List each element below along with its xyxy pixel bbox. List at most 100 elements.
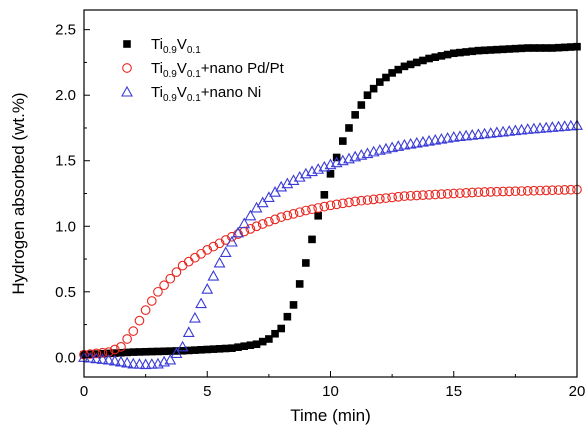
- data-point: [559, 185, 570, 195]
- data-point: [456, 48, 464, 57]
- data-point: [308, 235, 316, 244]
- data-point: [460, 129, 473, 141]
- data-point: [264, 216, 274, 227]
- y-tick-label: 2.5: [55, 22, 76, 39]
- x-tick-label: 15: [445, 383, 462, 400]
- data-point: [511, 44, 520, 53]
- data-point: [565, 184, 576, 195]
- data-point: [436, 189, 447, 200]
- data-point: [188, 311, 201, 323]
- data-point: [196, 248, 206, 259]
- data-point: [527, 122, 540, 134]
- data-point: [165, 273, 176, 284]
- data-point: [262, 191, 275, 202]
- legend-text-part: Ti: [151, 36, 163, 53]
- y-axis-ticks: 0.0 0.5 1.0 1.5 2.0 2.5: [55, 22, 90, 366]
- data-point: [552, 120, 565, 132]
- y-tick-label: 2.0: [55, 87, 76, 104]
- data-point: [547, 185, 558, 196]
- data-point: [490, 126, 503, 138]
- data-point: [177, 260, 188, 271]
- data-point: [302, 259, 310, 267]
- data-point: [400, 62, 409, 71]
- data-point: [362, 195, 373, 205]
- data-point: [213, 256, 226, 268]
- legend-subscript: 0.1: [187, 69, 201, 80]
- data-point: [86, 350, 94, 359]
- data-point: [122, 334, 132, 344]
- data-point: [393, 191, 404, 202]
- data-point: [214, 238, 225, 249]
- data-point: [418, 190, 428, 200]
- legend-subscript: 0.9: [163, 69, 177, 80]
- series-ti-v-nano-ni: [78, 119, 583, 370]
- data-point: [250, 201, 263, 213]
- data-point: [102, 353, 115, 365]
- data-point: [103, 347, 114, 357]
- data-point: [276, 212, 287, 222]
- data-point: [307, 204, 317, 215]
- data-point: [293, 170, 306, 182]
- data-point: [154, 347, 162, 356]
- data-point: [233, 229, 243, 239]
- data-point: [567, 43, 575, 51]
- data-point: [147, 347, 156, 356]
- data-point: [164, 353, 177, 365]
- data-point: [430, 189, 441, 200]
- data-point: [121, 356, 134, 368]
- data-point: [529, 185, 539, 196]
- data-point: [523, 44, 532, 52]
- data-point: [91, 348, 102, 359]
- data-point: [313, 203, 324, 213]
- data-point: [251, 221, 262, 232]
- data-point: [117, 348, 125, 357]
- data-point: [271, 329, 279, 338]
- data-point: [534, 122, 546, 133]
- data-point: [171, 267, 182, 277]
- data-point: [221, 344, 230, 353]
- data-point: [558, 120, 571, 131]
- data-point: [281, 177, 294, 189]
- data-point: [368, 194, 379, 205]
- data-point: [382, 73, 390, 82]
- data-point: [485, 187, 496, 197]
- data-point: [258, 337, 267, 346]
- data-point: [289, 301, 298, 309]
- data-point: [449, 49, 458, 58]
- data-point: [499, 45, 507, 54]
- data-point: [203, 345, 212, 354]
- data-point: [104, 349, 113, 358]
- data-point: [339, 137, 347, 145]
- data-point: [493, 45, 501, 54]
- data-point: [542, 44, 550, 52]
- data-point: [467, 187, 478, 198]
- data-point: [564, 119, 577, 131]
- legend-text-part: Ti: [151, 60, 163, 77]
- data-point: [166, 347, 175, 355]
- x-tick-label: 5: [203, 383, 211, 400]
- y-tick-label: 0.5: [55, 284, 76, 301]
- data-point: [215, 345, 224, 353]
- data-point: [294, 207, 305, 218]
- data-point: [548, 44, 557, 52]
- data-point: [270, 214, 280, 225]
- data-point: [492, 186, 502, 197]
- data-point: [238, 217, 251, 229]
- data-point: [498, 186, 508, 197]
- data-point: [472, 128, 485, 140]
- data-point: [170, 347, 183, 358]
- legend-subscript: 0.1: [187, 45, 201, 56]
- y-tick-label: 1.0: [55, 218, 76, 235]
- data-point: [405, 190, 416, 201]
- data-point: [468, 47, 477, 56]
- data-point: [128, 326, 139, 336]
- data-point: [252, 340, 261, 349]
- data-point: [474, 46, 483, 55]
- legend-text-part: Ti: [151, 84, 163, 101]
- data-point: [195, 297, 208, 309]
- data-point: [146, 296, 157, 306]
- data-point: [480, 46, 489, 55]
- data-point: [554, 43, 563, 52]
- data-point: [134, 315, 145, 326]
- data-point: [85, 349, 96, 359]
